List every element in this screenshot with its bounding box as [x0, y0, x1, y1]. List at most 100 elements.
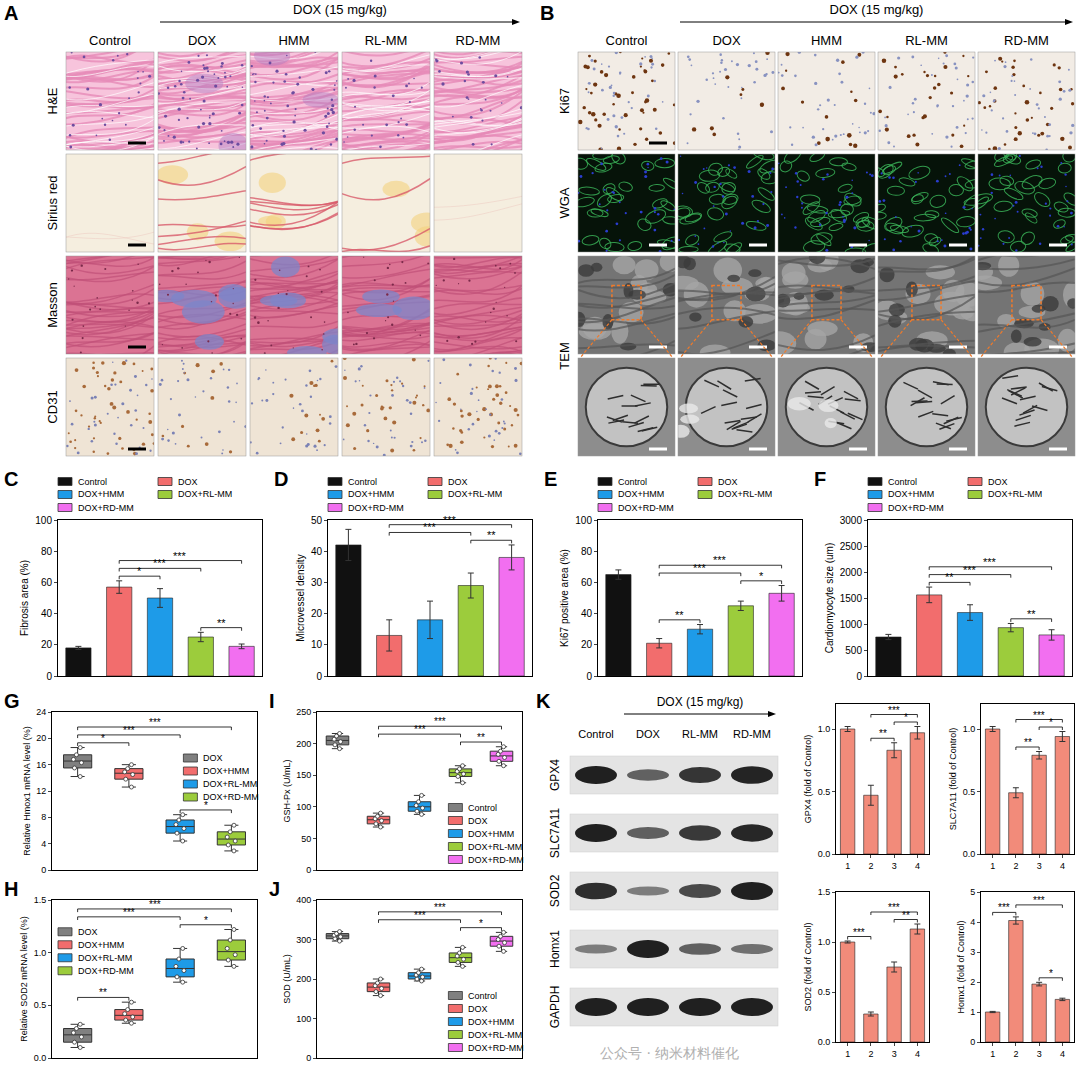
svg-text:K: K	[536, 690, 551, 712]
svg-text:Control: Control	[468, 803, 497, 813]
svg-text:4: 4	[915, 1049, 920, 1059]
svg-text:DOX+HMM: DOX+HMM	[468, 829, 514, 839]
svg-text:500: 500	[845, 645, 862, 656]
svg-text:20: 20	[311, 608, 323, 619]
svg-text:Control: Control	[606, 33, 648, 48]
svg-text:RD-MM: RD-MM	[456, 33, 501, 48]
svg-text:1.0: 1.0	[818, 937, 831, 947]
svg-text:2: 2	[970, 977, 975, 987]
svg-text:DOX+RL-MM: DOX+RL-MM	[988, 489, 1042, 499]
svg-text:***: ***	[414, 724, 426, 735]
svg-text:WGA: WGA	[557, 187, 572, 218]
svg-text:1.5: 1.5	[34, 895, 47, 905]
svg-text:**: **	[1024, 737, 1032, 748]
svg-text:0.0: 0.0	[34, 1053, 47, 1063]
svg-text:100: 100	[35, 515, 52, 526]
svg-text:200: 200	[296, 974, 311, 984]
svg-text:0.5: 0.5	[963, 787, 976, 797]
svg-text:150: 150	[296, 770, 311, 780]
svg-text:Cardiomyocyte size (um): Cardiomyocyte size (um)	[824, 543, 835, 654]
svg-text:*: *	[759, 570, 764, 582]
svg-text:3: 3	[892, 861, 897, 871]
svg-text:***: ***	[713, 554, 727, 566]
svg-text:DOX: DOX	[468, 1004, 488, 1014]
svg-text:**: **	[945, 571, 954, 583]
svg-text:0: 0	[586, 671, 592, 682]
svg-text:0: 0	[306, 1053, 311, 1063]
svg-text:1500: 1500	[840, 593, 863, 604]
svg-text:***: ***	[443, 514, 457, 526]
svg-text:***: ***	[434, 902, 446, 913]
svg-text:***: ***	[173, 550, 187, 562]
svg-text:DOX+RL-MM: DOX+RL-MM	[78, 953, 132, 963]
svg-text:1: 1	[990, 861, 995, 871]
svg-text:Control: Control	[468, 991, 497, 1001]
svg-text:*: *	[137, 565, 142, 577]
svg-text:DOX+HMM: DOX+HMM	[888, 489, 934, 499]
svg-text:***: ***	[153, 557, 167, 569]
svg-text:HMM: HMM	[278, 33, 309, 48]
svg-text:4: 4	[41, 839, 46, 849]
svg-text:B: B	[540, 2, 554, 24]
svg-text:0.0: 0.0	[963, 849, 976, 859]
svg-text:**: **	[879, 728, 887, 739]
svg-text:40: 40	[581, 608, 593, 619]
svg-text:4: 4	[1060, 1049, 1065, 1059]
svg-text:0.0: 0.0	[818, 1037, 831, 1047]
svg-text:1.0: 1.0	[818, 724, 831, 734]
svg-text:DOX+RL-MM: DOX+RL-MM	[468, 1030, 522, 1040]
svg-text:16: 16	[36, 760, 46, 770]
svg-text:***: ***	[888, 902, 900, 913]
svg-text:***: ***	[123, 907, 135, 918]
svg-text:DOX+HMM: DOX+HMM	[618, 489, 664, 499]
svg-text:0.5: 0.5	[818, 987, 831, 997]
svg-text:GAPDH: GAPDH	[548, 986, 562, 1029]
svg-text:4: 4	[970, 917, 975, 927]
svg-text:2: 2	[1013, 1049, 1018, 1059]
svg-text:***: ***	[963, 564, 977, 576]
svg-text:2: 2	[1013, 861, 1018, 871]
svg-text:Relative Hmox1 mRNA level (%): Relative Hmox1 mRNA level (%)	[22, 726, 32, 856]
svg-text:***: ***	[1033, 895, 1045, 906]
svg-text:0: 0	[41, 865, 46, 875]
svg-text:***: ***	[149, 717, 161, 728]
svg-text:40: 40	[311, 546, 323, 557]
svg-text:80: 80	[41, 546, 53, 557]
svg-text:10: 10	[311, 639, 323, 650]
svg-text:0.5: 0.5	[34, 1000, 47, 1010]
svg-text:公众号 · 纳米材料催化: 公众号 · 纳米材料催化	[600, 1045, 739, 1061]
svg-text:DOX: DOX	[448, 477, 468, 487]
svg-text:***: ***	[888, 705, 900, 716]
svg-text:***: ***	[853, 927, 865, 938]
svg-text:300: 300	[296, 935, 311, 945]
svg-text:**: **	[675, 609, 684, 621]
svg-text:Microvessel density: Microvessel density	[295, 554, 306, 641]
svg-text:DOX+RL-MM: DOX+RL-MM	[468, 842, 522, 852]
svg-text:20: 20	[36, 733, 46, 743]
svg-text:Control: Control	[618, 477, 647, 487]
svg-text:30: 30	[311, 577, 323, 588]
svg-text:Fibrosis area (%): Fibrosis area (%)	[19, 560, 30, 636]
svg-text:Control: Control	[78, 477, 107, 487]
svg-text:0.0: 0.0	[818, 849, 831, 859]
svg-text:0: 0	[856, 671, 862, 682]
svg-text:Control: Control	[89, 33, 131, 48]
svg-text:DOX (15 mg/kg): DOX (15 mg/kg)	[657, 695, 744, 709]
svg-text:A: A	[4, 2, 18, 24]
svg-text:50: 50	[311, 515, 323, 526]
svg-text:100: 100	[575, 515, 592, 526]
svg-text:DOX+RD-MM: DOX+RD-MM	[618, 503, 674, 513]
svg-text:Masson: Masson	[45, 282, 60, 328]
svg-text:SOD2: SOD2	[548, 874, 562, 907]
svg-text:**: **	[902, 910, 910, 921]
svg-text:1: 1	[845, 1049, 850, 1059]
svg-text:DOX+HMM: DOX+HMM	[468, 1017, 514, 1027]
svg-text:***: ***	[123, 725, 135, 736]
svg-text:Homx1: Homx1	[548, 930, 562, 968]
svg-text:SLC7A11: SLC7A11	[548, 807, 562, 858]
svg-text:1000: 1000	[840, 619, 863, 630]
svg-text:4: 4	[915, 861, 920, 871]
svg-text:5: 5	[970, 887, 975, 897]
svg-text:2000: 2000	[840, 567, 863, 578]
svg-text:Control: Control	[578, 728, 613, 740]
